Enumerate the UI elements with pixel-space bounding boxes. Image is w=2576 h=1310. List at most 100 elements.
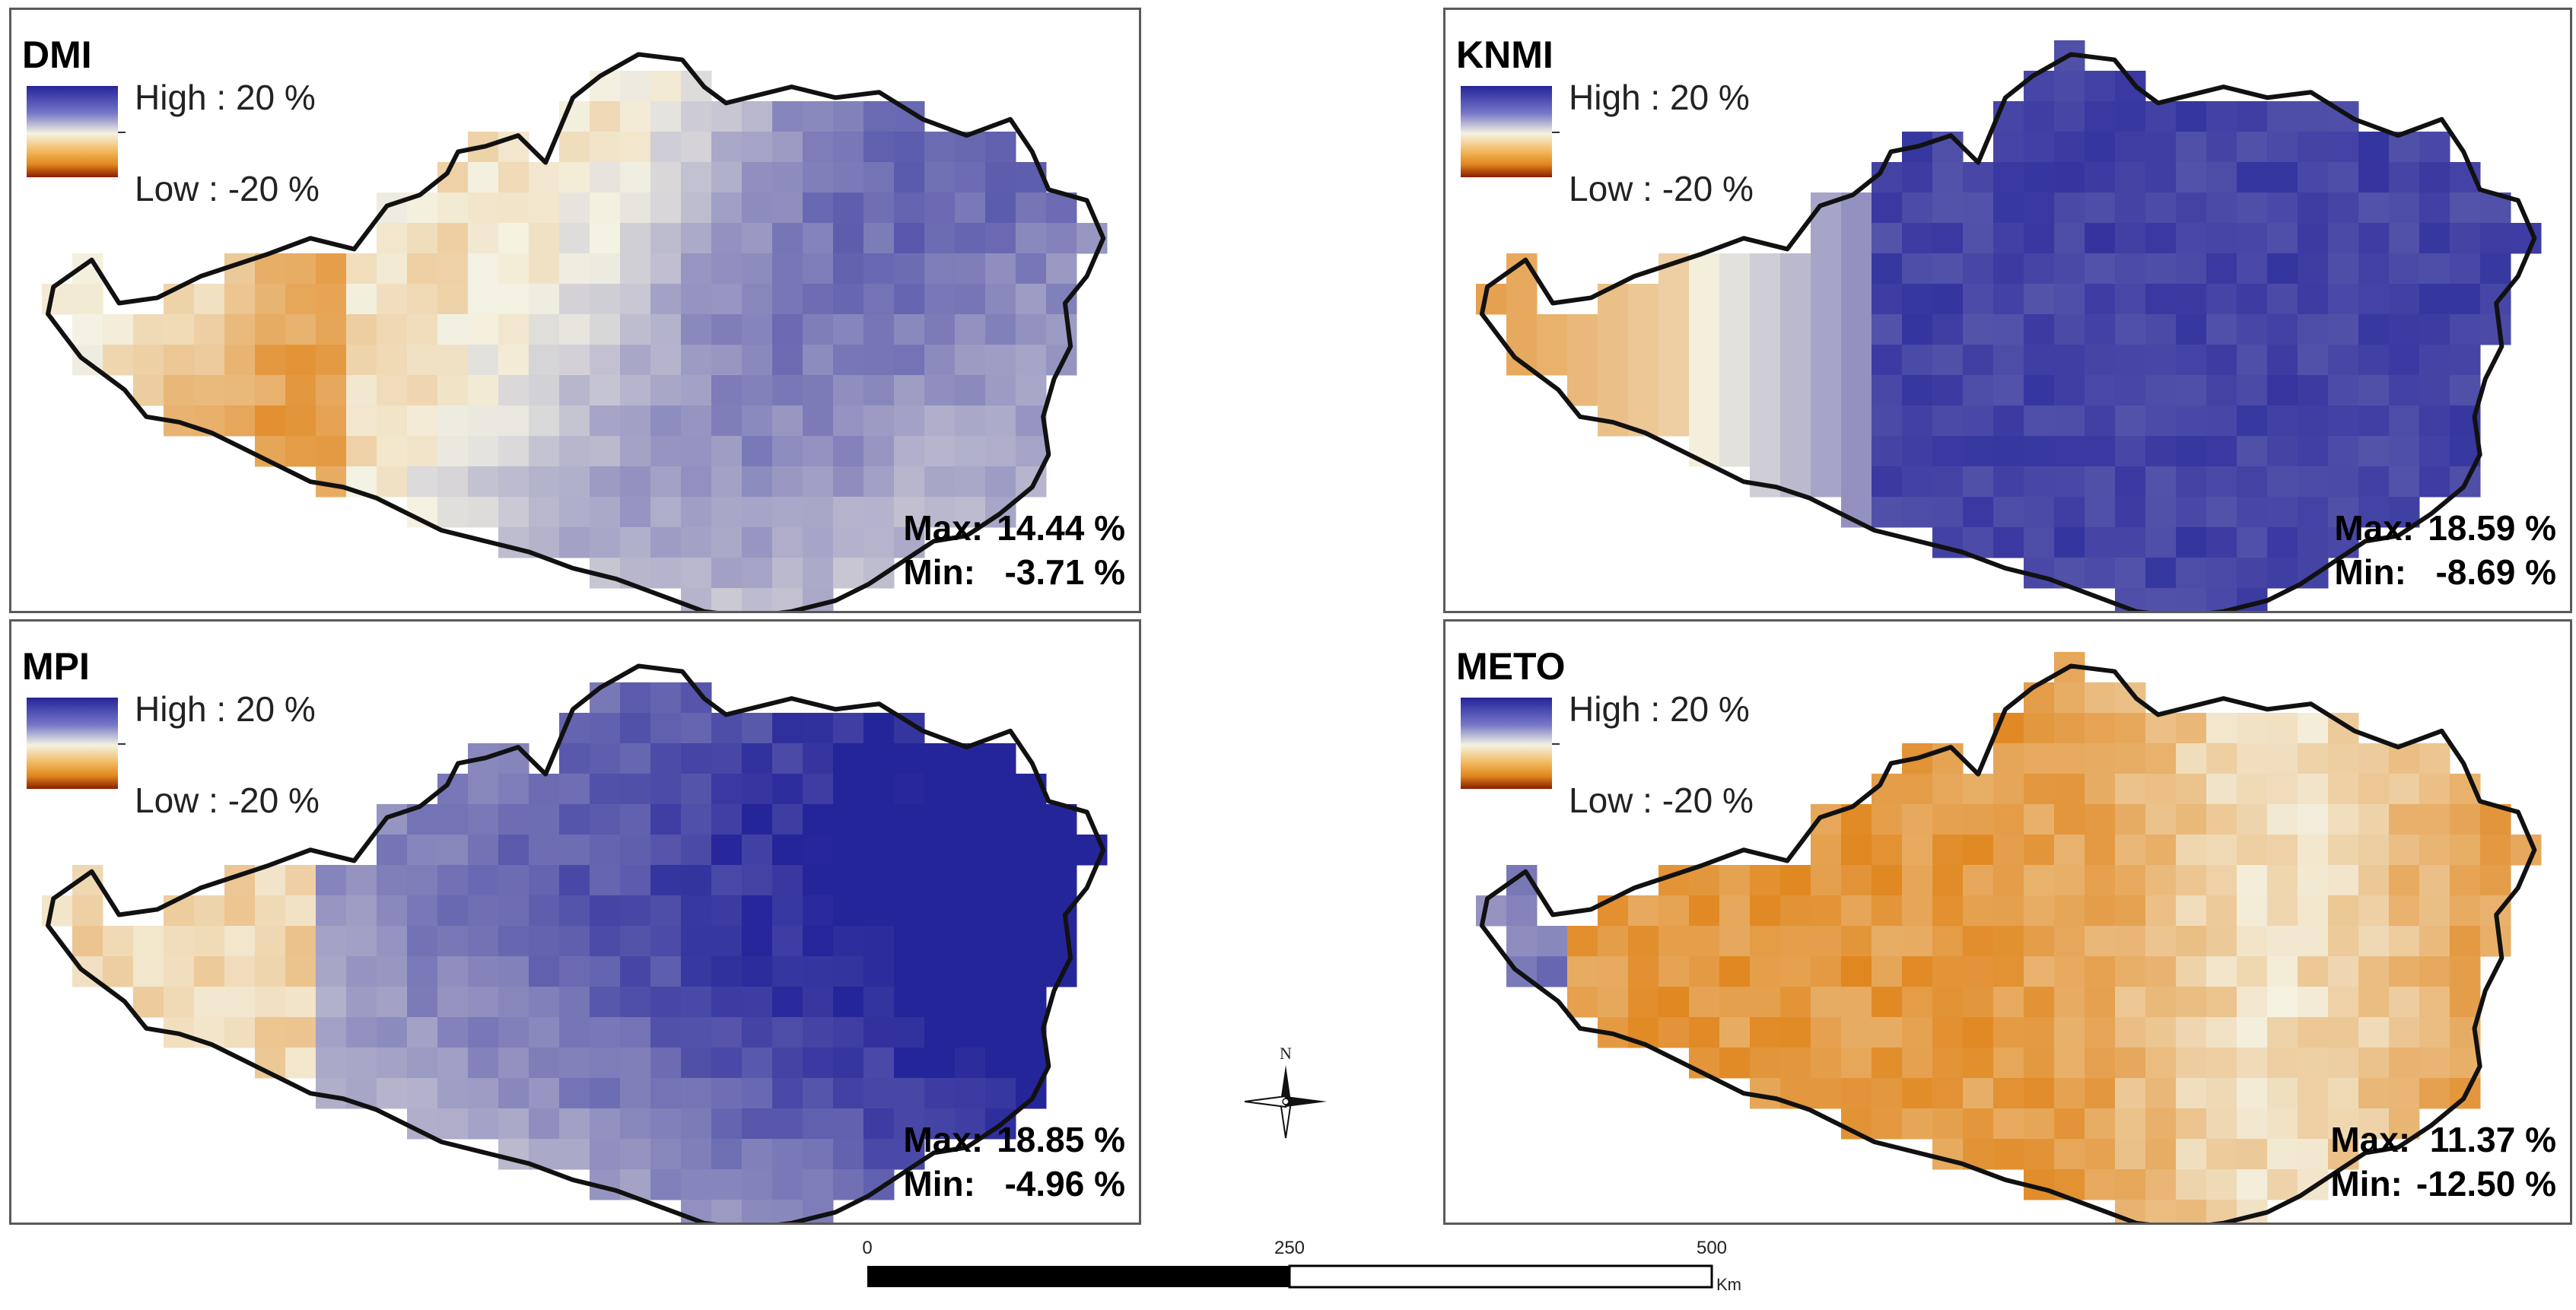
grid-cell <box>437 436 469 467</box>
grid-cell <box>2450 956 2481 987</box>
grid-cell <box>2115 1078 2146 1109</box>
grid-cell <box>620 1139 651 1170</box>
grid-cell <box>2115 558 2146 589</box>
grid-cell <box>742 987 773 1018</box>
grid-cell <box>559 895 590 927</box>
grid-cell <box>924 1108 956 1140</box>
grid-cell <box>2115 466 2146 498</box>
grid-cell <box>316 436 347 467</box>
grid-cell <box>1932 192 1964 224</box>
grid-cell <box>2085 132 2116 163</box>
grid-cell <box>863 253 895 285</box>
grid-cell <box>590 713 621 744</box>
grid-cell <box>742 132 773 163</box>
grid-cell <box>2328 1108 2359 1140</box>
map-panel-meto: METO High : 20 % Low : -20 % Max: 11.37 %… <box>1443 619 2572 1225</box>
grid-cell <box>803 253 834 285</box>
grid-cell <box>681 926 712 957</box>
grid-cell <box>2115 253 2146 285</box>
grid-cell <box>255 1017 286 1048</box>
grid-cell <box>2085 527 2116 558</box>
grid-cell <box>894 1078 925 1109</box>
grid-cell <box>468 956 499 987</box>
grid-cell <box>1932 466 1964 498</box>
grid-cell <box>2237 835 2268 866</box>
grid-cell <box>194 314 225 345</box>
grid-cell <box>529 1078 560 1109</box>
grid-cell <box>255 956 286 987</box>
grid-cell <box>1811 436 1842 467</box>
grid-cell <box>316 956 347 987</box>
grid-cell <box>2450 895 2481 927</box>
grid-cell <box>620 682 651 714</box>
grid-cell <box>2450 192 2481 224</box>
grid-cell <box>2115 436 2146 467</box>
grid-cell <box>711 713 743 744</box>
grid-cell <box>2328 284 2359 315</box>
grid-cell <box>1902 253 1933 285</box>
grid-cell <box>1811 405 1842 437</box>
grid-cell <box>2267 743 2298 774</box>
grid-cell <box>2115 682 2146 714</box>
grid-cell <box>2024 375 2055 406</box>
grid-cell <box>529 956 560 987</box>
grid-cell <box>803 895 834 927</box>
grid-cell <box>224 284 256 315</box>
grid-cell <box>1932 926 1964 957</box>
grid-cell <box>1598 926 1629 957</box>
grid-cell <box>711 101 743 132</box>
min-label: Min: <box>2334 552 2406 592</box>
grid-cell <box>985 987 1016 1018</box>
grid-cell <box>2115 743 2146 774</box>
grid-cell <box>772 1139 803 1170</box>
grid-cell <box>590 926 621 957</box>
grid-cell <box>529 1017 560 1048</box>
grid-cell <box>437 835 469 866</box>
grid-cell <box>377 804 408 835</box>
grid-cell <box>833 405 864 437</box>
grid-cell <box>2237 1017 2268 1048</box>
grid-cell <box>2176 987 2207 1018</box>
grid-cell <box>2328 162 2359 193</box>
grid-cell <box>955 284 986 315</box>
grid-cell <box>2024 253 2055 285</box>
grid-cell <box>2024 405 2055 437</box>
grid-cell <box>924 192 956 224</box>
grid-cell <box>72 284 103 315</box>
grid-cell <box>468 835 499 866</box>
grid-cell <box>924 804 956 835</box>
grid-cell <box>894 192 925 224</box>
grid-cell <box>2237 375 2268 406</box>
grid-cell <box>590 1048 621 1079</box>
grid-cell <box>2024 101 2055 132</box>
grid-cell <box>2176 713 2207 744</box>
grid-cell <box>377 835 408 866</box>
grid-cell <box>2024 774 2055 805</box>
grid-cell <box>2206 713 2237 744</box>
grid-cell <box>1567 926 1598 957</box>
grid-cell <box>2024 436 2055 467</box>
grid-cell <box>2358 774 2390 805</box>
grid-cell <box>590 162 621 193</box>
grid-cell <box>985 835 1016 866</box>
grid-cell <box>1963 835 1994 866</box>
grid-cell <box>1872 835 1903 866</box>
grid-cell <box>2328 253 2359 285</box>
grid-cell <box>711 375 743 406</box>
grid-cell <box>2267 987 2298 1018</box>
grid-cell <box>620 926 651 957</box>
grid-cell <box>1963 1017 1994 1048</box>
grid-cell <box>529 405 560 437</box>
grid-cell <box>650 436 682 467</box>
grid-cell <box>2389 162 2420 193</box>
grid-cell <box>711 895 743 927</box>
grid-cell <box>742 558 773 589</box>
grid-cell <box>2389 743 2420 774</box>
grid-cell <box>2389 1017 2420 1048</box>
grid-cell <box>2419 865 2450 896</box>
grid-cell <box>620 1108 651 1140</box>
grid-cell <box>2389 253 2420 285</box>
grid-cell <box>1780 987 1811 1018</box>
grid-cell <box>2054 314 2085 345</box>
grid-cell <box>1598 345 1629 376</box>
